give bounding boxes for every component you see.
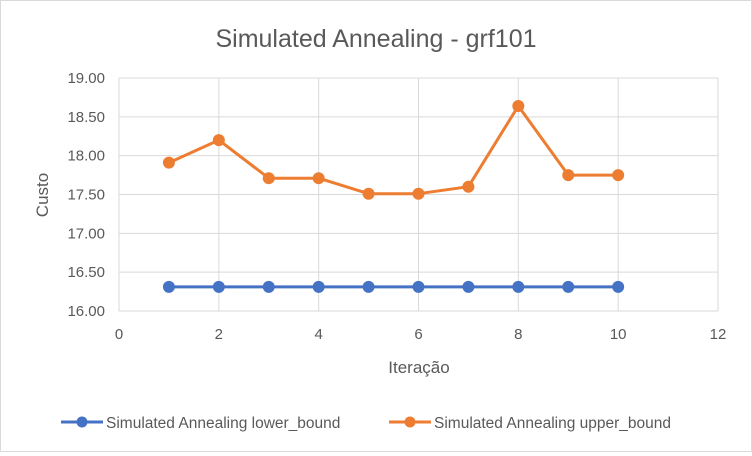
data-point (562, 169, 575, 182)
data-point (262, 280, 275, 293)
series-line-2 (168, 104, 619, 196)
y-tick-label: 18.50 (67, 109, 105, 126)
x-tick-label: 0 (115, 326, 123, 343)
data-point (612, 169, 625, 182)
data-point (362, 280, 375, 293)
data-point (262, 172, 275, 185)
data-point (362, 187, 375, 200)
data-point (212, 280, 225, 293)
y-tick-label: 18.00 (67, 148, 105, 165)
data-point (612, 280, 625, 293)
data-point (312, 280, 325, 293)
data-point (512, 99, 525, 112)
data-point (412, 280, 425, 293)
data-point (562, 280, 575, 293)
x-tick-label: 8 (514, 326, 522, 343)
data-point (162, 156, 175, 169)
data-point (462, 280, 475, 293)
y-tick-label: 17.00 (67, 225, 105, 242)
data-point (312, 172, 325, 185)
data-point (512, 280, 525, 293)
legend-label: Simulated Annealing upper_bound (434, 415, 671, 432)
gridlines (118, 77, 719, 312)
legend: Simulated Annealing lower_bound Simulated… (61, 415, 671, 432)
x-axis-title: Iteração (388, 358, 449, 377)
data-point (212, 134, 225, 147)
x-tick-label: 12 (710, 326, 727, 343)
plot-area (162, 99, 625, 293)
y-tick-label: 17.50 (67, 187, 105, 204)
x-tick-label: 2 (215, 326, 223, 343)
legend-label: Simulated Annealing lower_bound (106, 415, 340, 432)
legend-marker (76, 416, 88, 428)
y-axis-title: Custo (33, 173, 52, 217)
legend-marker (404, 416, 416, 428)
y-tick-label: 16.50 (67, 264, 105, 281)
data-point (412, 187, 425, 200)
x-tick-label: 10 (610, 326, 627, 343)
x-tick-label: 4 (314, 326, 322, 343)
data-point (462, 180, 475, 193)
chart-title: Simulated Annealing - grf101 (215, 25, 536, 53)
y-tick-label: 19.00 (67, 70, 105, 87)
x-tick-label: 6 (414, 326, 422, 343)
axes: 16.00 16.50 17.00 17.50 18.00 18.50 19.00 0 2 4 6 8… (67, 70, 726, 343)
data-point (162, 280, 175, 293)
y-tick-label: 16.00 (67, 303, 105, 320)
